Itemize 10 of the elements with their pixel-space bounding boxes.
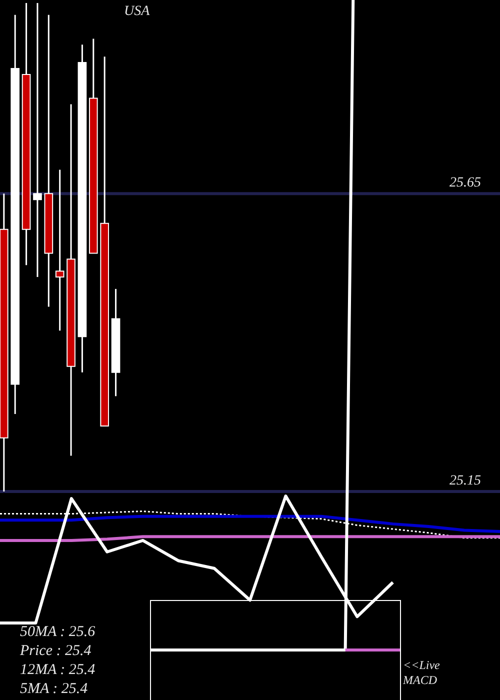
annotation: 5MA : 25.4: [20, 681, 88, 697]
annotation: 50MA : 25.6: [20, 624, 96, 640]
annotation: 12MA : 25.4: [20, 662, 96, 678]
candlestick: [33, 2, 42, 278]
annotation: Price : 25.4: [19, 643, 92, 659]
annotation: <<Live MACD: [402, 658, 441, 687]
chart-title: USA: [124, 4, 150, 19]
ref-line-label: 25.15: [450, 473, 481, 488]
candlestick: [55, 169, 64, 332]
ref-line-label: 25.65: [450, 176, 481, 191]
